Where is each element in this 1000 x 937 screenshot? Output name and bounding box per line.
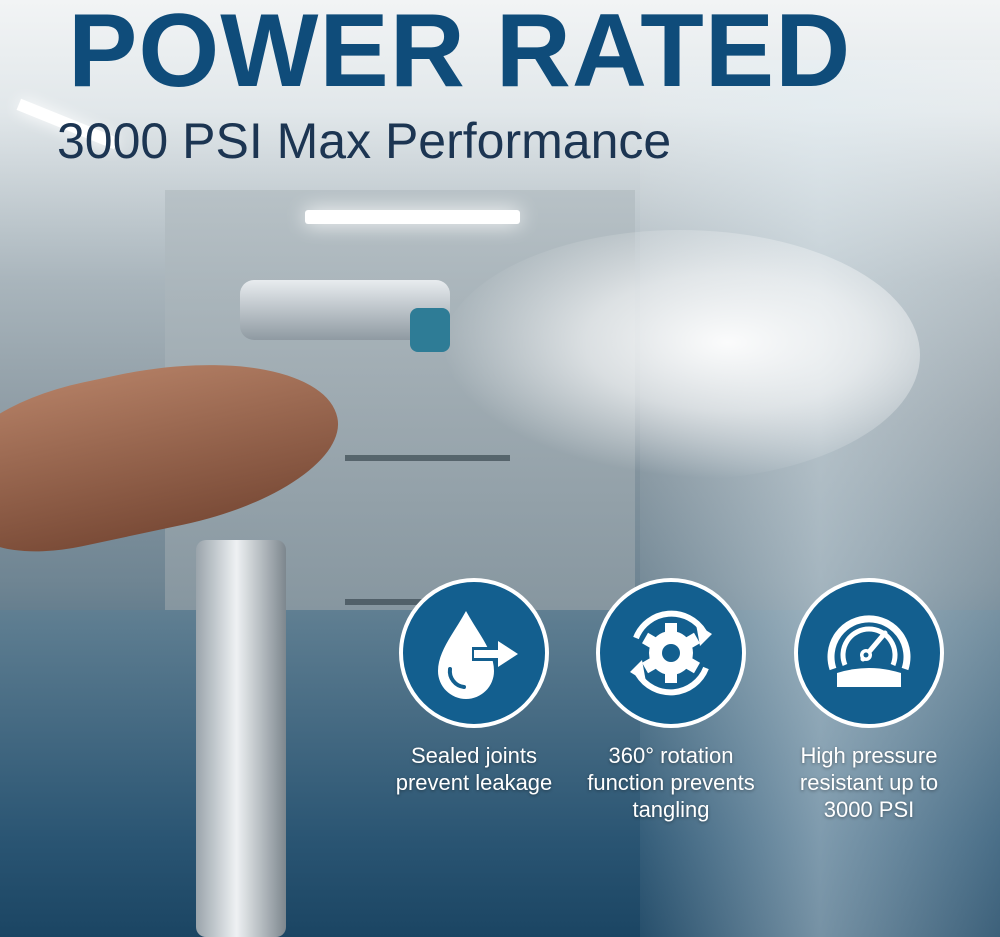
feature-label: Sealed joints prevent leakage (374, 742, 574, 796)
label-line: tangling (632, 797, 710, 822)
label-line: High pressure (800, 743, 938, 768)
page-title: POWER RATED (68, 0, 852, 109)
pressure-gauge-icon (794, 578, 944, 728)
water-drop-arrow-icon (399, 578, 549, 728)
feature-360-rotation: 360° rotation function prevents tangling (571, 578, 771, 823)
feature-high-pressure: High pressure resistant up to 3000 PSI (769, 578, 969, 823)
page-subtitle: 3000 PSI Max Performance (57, 113, 672, 169)
spray-hose (196, 540, 286, 937)
label-line: 360° rotation (608, 743, 734, 768)
ceiling-light (305, 210, 520, 224)
label-line: prevent leakage (395, 770, 553, 795)
label-line: resistant up to (799, 770, 939, 795)
label-line: 3000 PSI (823, 797, 915, 822)
gear-rotation-icon (596, 578, 746, 728)
label-line: Sealed joints (411, 743, 537, 768)
label-line: function prevents (587, 770, 755, 795)
spray-gun-nozzle (410, 308, 450, 352)
plastic-sheeting (640, 60, 1000, 937)
feature-label: High pressure resistant up to 3000 PSI (769, 742, 969, 823)
paint-spray-mist (440, 230, 920, 480)
feature-sealed-joints: Sealed joints prevent leakage (374, 578, 574, 796)
feature-label: 360° rotation function prevents tangling (571, 742, 771, 823)
